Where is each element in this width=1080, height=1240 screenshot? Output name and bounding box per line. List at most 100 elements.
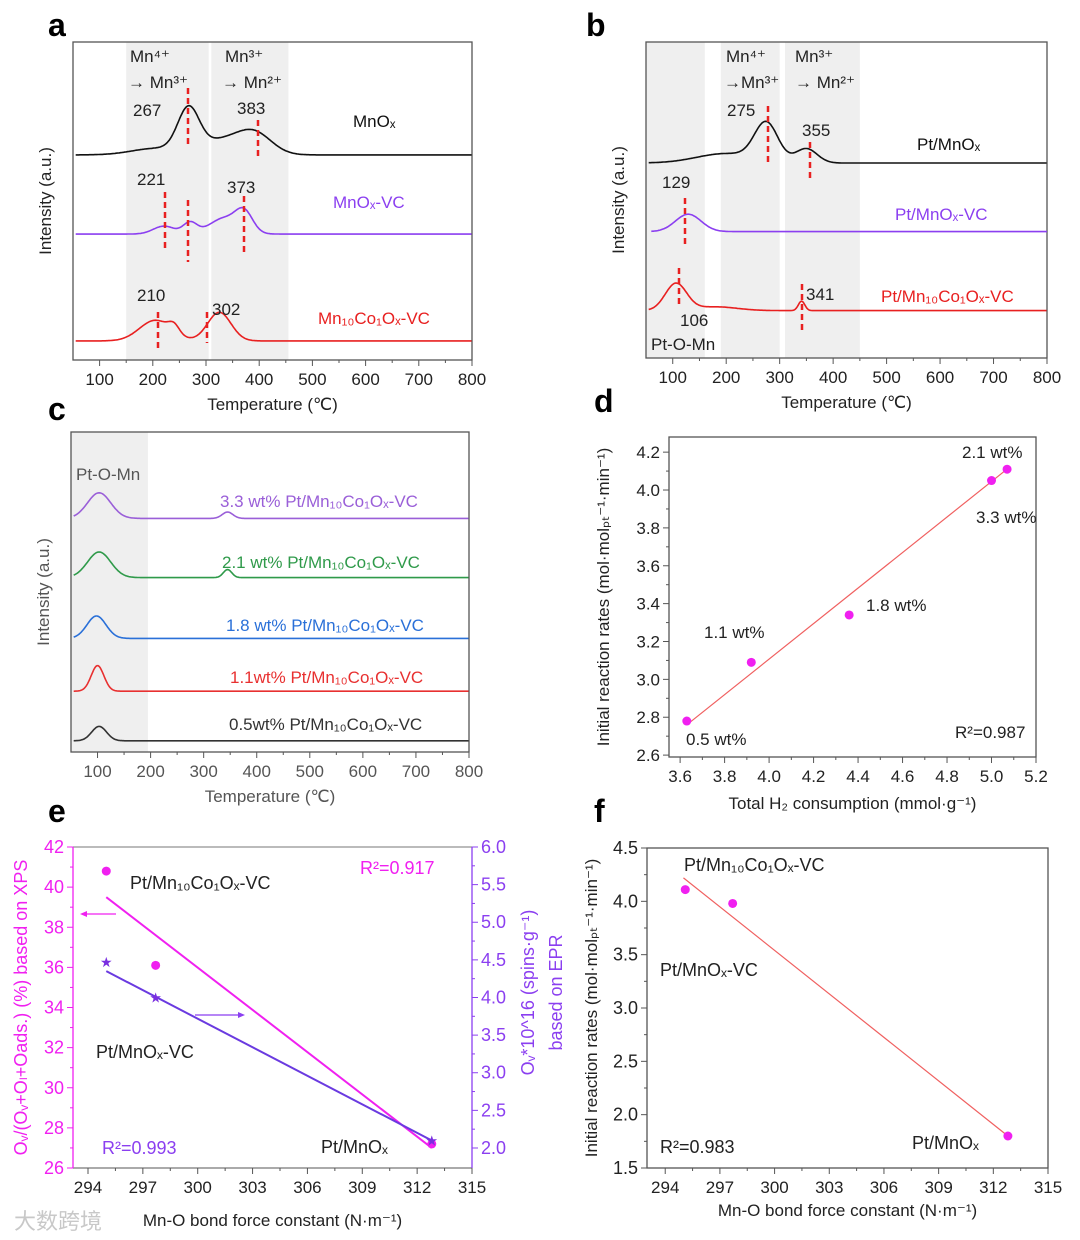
x-tick-label: 306	[870, 1178, 898, 1197]
y-tick-label: 3.2	[636, 632, 660, 651]
watermark: 大数跨境	[14, 1210, 103, 1235]
peak-label: 129	[662, 173, 690, 192]
region-label: Mn⁴⁺	[726, 47, 766, 66]
region-label: → Mn²⁺	[222, 73, 282, 92]
y-tick-label: 4.5	[481, 950, 506, 970]
y-tick-label: 32	[44, 1038, 64, 1058]
fit-line	[686, 466, 1010, 726]
series-label: MnOₓ	[353, 112, 396, 131]
x-tick-label: 700	[402, 762, 430, 781]
x-tick-label: 800	[1033, 368, 1061, 387]
x-tick-label: 200	[139, 370, 167, 389]
series-line-0	[75, 104, 472, 156]
x-tick-label: 600	[349, 762, 377, 781]
y-tick-label: 40	[44, 877, 64, 897]
y-tick-label: 2.5	[613, 1051, 638, 1071]
x-tick-label: 294	[651, 1178, 679, 1197]
series-line-1	[75, 206, 472, 235]
x-axis-label: Mn-O bond force constant (N·m⁻¹)	[718, 1201, 977, 1220]
y-tick-label: 3.4	[636, 595, 660, 614]
left-y-axis-label: Oᵥ/(Oᵥ+Oₗ+Oads.) (%) based on XPS	[11, 860, 31, 1156]
y-tick-label: 2.8	[636, 708, 660, 727]
shaded-region	[211, 42, 289, 360]
y-tick-label: 2.6	[636, 746, 660, 765]
x-tick-label: 300	[184, 1178, 212, 1197]
y-tick-label: 3.6	[636, 557, 660, 576]
y-tick-label: 3.0	[636, 670, 660, 689]
point-label: 1.1 wt%	[704, 623, 764, 642]
sample-label: Pt/Mn₁₀Co₁Oₓ-VC	[684, 855, 825, 875]
x-tick-label: 309	[348, 1178, 376, 1197]
series-label: MnOₓ-VC	[333, 193, 405, 212]
x-tick-label: 4.4	[846, 767, 870, 786]
series-label: Pt/Mn₁₀Co₁Oₓ-VC	[881, 287, 1014, 306]
x-tick-label: 200	[712, 368, 740, 387]
y-axis-label: Initial reaction rates (mol·molₚₜ⁻¹·min⁻…	[582, 859, 601, 1158]
data-point	[680, 885, 690, 895]
peak-label: 210	[137, 286, 165, 305]
y-tick-label: 2.0	[613, 1105, 638, 1125]
epr-star-point: ★	[149, 989, 162, 1005]
peak-label: 341	[806, 285, 834, 304]
x-tick-label: 312	[403, 1178, 431, 1197]
x-tick-label: 400	[245, 370, 273, 389]
region-label: →Mn³⁺	[724, 73, 779, 92]
x-tick-label: 309	[924, 1178, 952, 1197]
y-tick-label: 4.0	[613, 891, 638, 911]
right-arrow-head	[238, 1012, 245, 1018]
point-label: 0.5 wt%	[686, 730, 746, 749]
shaded-region	[126, 42, 209, 360]
r-squared-label: R²=0.987	[955, 723, 1025, 742]
xps-data-point	[151, 960, 161, 970]
y-tick-label: 5.0	[481, 912, 506, 932]
peak-label: 302	[212, 300, 240, 319]
y-axis-label: Intensity (a.u.)	[609, 146, 628, 254]
y-tick-label: 4.2	[636, 443, 660, 462]
data-point	[844, 610, 854, 620]
y-tick-label: 34	[44, 998, 64, 1018]
series-label: 1.8 wt% Pt/Mn₁₀Co₁Oₓ-VC	[226, 616, 424, 635]
x-tick-label: 300	[189, 762, 217, 781]
panel-label-b: b	[586, 7, 606, 43]
y-tick-label: 3.5	[481, 1025, 506, 1045]
x-tick-label: 297	[129, 1178, 157, 1197]
pt-o-mn-label: Pt-O-Mn	[76, 465, 140, 484]
fit-line-epr	[105, 970, 433, 1142]
x-tick-label: 100	[85, 370, 113, 389]
x-tick-label: 800	[458, 370, 486, 389]
x-axis-label: Total H₂ consumption (mmol·g⁻¹)	[729, 794, 977, 813]
peak-label: 355	[802, 121, 830, 140]
series-line-2	[73, 615, 469, 640]
x-tick-label: 5.0	[980, 767, 1004, 786]
data-point	[1003, 1131, 1013, 1141]
x-tick-label: 500	[296, 762, 324, 781]
x-tick-label: 200	[136, 762, 164, 781]
x-tick-label: 300	[192, 370, 220, 389]
y-tick-label: 2.5	[481, 1100, 506, 1120]
series-line-2	[648, 282, 1047, 312]
y-tick-label: 6.0	[481, 837, 506, 857]
series-line-3	[73, 664, 469, 692]
right-y-axis-label: Oᵥ*10^16 (spins·g⁻¹)	[518, 910, 538, 1076]
right-y-axis-label: based on EPR	[546, 934, 566, 1050]
series-label: Mn₁₀Co₁Oₓ-VC	[318, 309, 430, 328]
y-tick-label: 38	[44, 917, 64, 937]
y-tick-label: 1.5	[613, 1158, 638, 1178]
region-label: Mn⁴⁺	[130, 47, 170, 66]
point-label: 2.1 wt%	[962, 443, 1022, 462]
sample-label: Pt/MnOₓ	[912, 1133, 979, 1153]
x-tick-label: 4.6	[891, 767, 915, 786]
fit-line	[683, 877, 1009, 1137]
x-tick-label: 303	[815, 1178, 843, 1197]
x-tick-label: 312	[979, 1178, 1007, 1197]
plot-frame	[645, 41, 1048, 359]
y-tick-label: 4.0	[636, 481, 660, 500]
x-tick-label: 600	[351, 370, 379, 389]
x-axis-label: Mn-O bond force constant (N·m⁻¹)	[143, 1211, 402, 1230]
xps-data-point	[427, 1139, 437, 1149]
point-label: 1.8 wt%	[866, 596, 926, 615]
y-tick-label: 4.0	[481, 987, 506, 1007]
region-label: Mn³⁺	[225, 47, 263, 66]
